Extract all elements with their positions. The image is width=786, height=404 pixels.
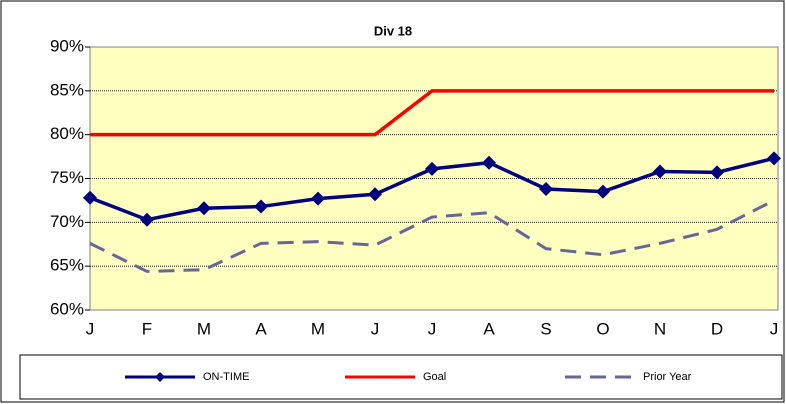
legend-label: Goal bbox=[423, 371, 446, 383]
x-tick-label: J bbox=[770, 319, 779, 338]
series-line bbox=[90, 89, 774, 137]
point-marker bbox=[710, 165, 724, 180]
y-tick-label: 85% bbox=[50, 80, 84, 99]
x-tick-label: J bbox=[371, 319, 380, 338]
point-marker bbox=[596, 184, 610, 199]
x-tick-label: J bbox=[428, 319, 437, 338]
x-tick-label: M bbox=[197, 319, 211, 338]
legend-marker bbox=[155, 372, 165, 382]
point-marker bbox=[539, 182, 553, 197]
x-tick-label: M bbox=[311, 319, 325, 338]
point-marker bbox=[311, 191, 325, 206]
point-marker bbox=[254, 199, 268, 214]
point-marker bbox=[197, 201, 211, 216]
point-marker bbox=[368, 187, 382, 202]
x-tick-label: F bbox=[142, 319, 152, 338]
y-tick-label: 75% bbox=[50, 168, 84, 187]
point-marker bbox=[482, 155, 496, 170]
point-marker bbox=[83, 190, 97, 205]
x-tick-label: J bbox=[86, 319, 95, 338]
x-tick-label: A bbox=[255, 319, 267, 338]
legend-label: Prior Year bbox=[643, 371, 692, 383]
x-tick-label: S bbox=[540, 319, 551, 338]
series-line bbox=[89, 199, 775, 273]
point-marker bbox=[140, 212, 154, 227]
chart-title: Div 18 bbox=[374, 23, 412, 38]
y-tick-label: 90% bbox=[50, 36, 84, 55]
y-tick-label: 80% bbox=[50, 124, 84, 143]
legend-label: ON-TIME bbox=[203, 371, 249, 383]
x-tick-label: O bbox=[596, 319, 609, 338]
x-tick-label: A bbox=[483, 319, 495, 338]
point-marker bbox=[425, 161, 439, 176]
x-tick-label: N bbox=[654, 319, 666, 338]
point-marker bbox=[653, 164, 667, 179]
x-tick-label: D bbox=[711, 319, 723, 338]
y-tick-label: 70% bbox=[50, 212, 84, 231]
point-marker bbox=[767, 151, 781, 166]
y-tick-label: 60% bbox=[50, 299, 84, 318]
y-tick-label: 65% bbox=[50, 256, 84, 275]
